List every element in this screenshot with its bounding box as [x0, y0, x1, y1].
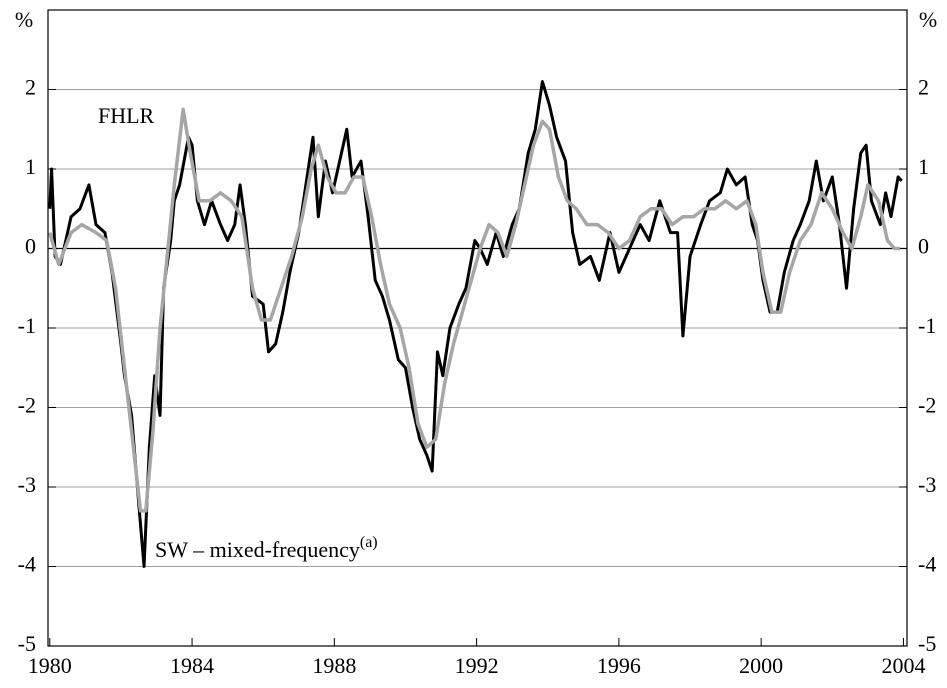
series-label: SW – mixed-frequency(a) [155, 534, 378, 562]
x-tick-label: 1984 [170, 653, 214, 678]
y2-tick-label: 0 [918, 234, 929, 259]
plot-frame [47, 9, 908, 647]
y2-tick-label: -1 [918, 313, 936, 338]
series-label: FHLR [98, 103, 155, 128]
y-tick-label: 1 [25, 154, 36, 179]
x-tick-label: 1988 [312, 653, 356, 678]
series-label-main: SW – mixed-frequency [155, 537, 360, 562]
y-tick-label: -5 [18, 631, 36, 656]
y-tick-label: 2 [25, 75, 36, 100]
y-tick-label: -2 [18, 393, 36, 418]
x-tick-label: 1980 [28, 653, 72, 678]
x-tick-label: 1996 [597, 653, 641, 678]
y2-tick-label: -4 [918, 552, 936, 577]
y2-tick-label: -3 [918, 472, 936, 497]
series-label-note: (a) [360, 534, 378, 551]
y-tick-label: -4 [18, 552, 36, 577]
y-tick-label: 0 [25, 234, 36, 259]
y-unit-left: % [15, 7, 33, 32]
y2-tick-label: 1 [918, 154, 929, 179]
y2-tick-label: 2 [918, 75, 929, 100]
x-tick-label: 1992 [455, 653, 499, 678]
x-tick-label: 2004 [881, 653, 925, 678]
series-line [48, 107, 900, 513]
y2-tick-label: -2 [918, 393, 936, 418]
y-unit-right: % [919, 7, 937, 32]
y2-tick-label: -5 [918, 631, 936, 656]
y-tick-label: -3 [18, 472, 36, 497]
y-tick-label: -1 [18, 313, 36, 338]
x-tick-label: 2000 [739, 653, 783, 678]
